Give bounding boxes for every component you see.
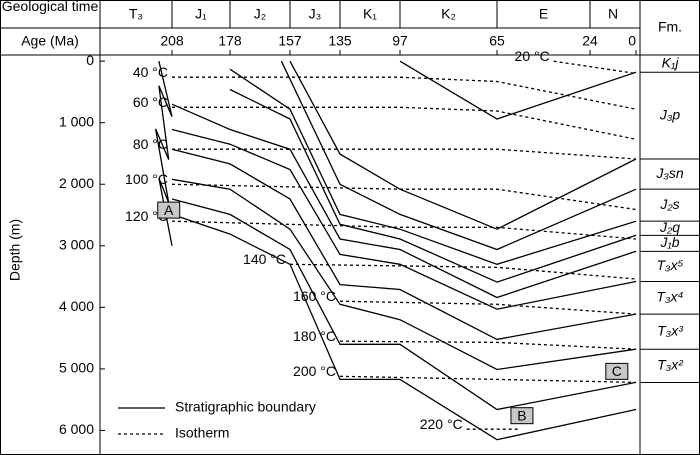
isotherm-line [553, 60, 637, 75]
boundary-line [171, 198, 637, 411]
boundary-line [171, 103, 637, 299]
period-label: J₂ [254, 6, 266, 22]
isotherm-label: 40 °C [133, 64, 168, 80]
y-tick-label: 5 000 [59, 360, 94, 376]
isotherm-line [172, 148, 637, 160]
isotherm-label: 100 °C [125, 171, 168, 187]
marker-box [605, 362, 629, 380]
boundary-line [399, 60, 637, 120]
isotherm-line [289, 263, 637, 280]
y-tick-label: 1 000 [59, 113, 94, 129]
isotherm-label: 160 °C [293, 288, 336, 304]
boundary-line [229, 68, 637, 265]
boundary-line [171, 213, 637, 441]
x-tick-label: 135 [328, 33, 352, 49]
y-tick-label: 6 000 [59, 421, 94, 437]
legend-label: Stratigraphic boundary [175, 399, 316, 415]
boundary-line [280, 60, 637, 251]
isotherm-line [172, 76, 637, 110]
x-tick-label: 24 [582, 33, 598, 49]
y-tick-label: 4 000 [59, 298, 94, 314]
y-tick-label: 0 [86, 52, 94, 68]
formation-label: T₃x⁴ [656, 289, 683, 305]
isotherm-label: 60 °C [133, 94, 168, 110]
formation-label: K₁j [662, 54, 680, 70]
period-label: K₂ [441, 6, 456, 22]
boundary-line [289, 60, 637, 230]
formation-label: J₃sn [655, 165, 684, 181]
isotherm-label: 140 °C [243, 251, 286, 267]
x-tick-label: 65 [489, 33, 505, 49]
x-tick-label: 178 [218, 33, 242, 49]
isotherm-line [172, 106, 637, 140]
period-label: J₁ [195, 6, 207, 22]
y-tick-label: 3 000 [59, 237, 94, 253]
formation-label: T₃x² [657, 357, 684, 373]
isotherm-label: 20 °C [515, 48, 550, 64]
marker-label: C [612, 363, 622, 379]
boundary-line [154, 61, 173, 246]
formation-label: J₂q [659, 219, 680, 235]
isotherm-label: 200 °C [293, 363, 336, 379]
period-label: K₁ [363, 6, 377, 22]
isotherm-line [339, 340, 637, 350]
isotherm-line [171, 183, 637, 211]
period-label: J₃ [309, 6, 322, 22]
y-tick-label: 2 000 [59, 175, 94, 191]
period-label: T₃ [129, 6, 143, 22]
fm-header: Fm. [658, 19, 682, 35]
marker-box [510, 407, 534, 425]
isotherm-label: 220 °C [420, 416, 463, 432]
marker-box [157, 201, 181, 219]
age-header: Age (Ma) [21, 33, 79, 49]
marker-label: B [517, 407, 526, 423]
formation-label: J₁b [659, 234, 679, 250]
formation-label: J₃p [659, 106, 681, 122]
x-tick-label: 157 [278, 33, 302, 49]
formation-label: J₂s [659, 196, 679, 212]
formation-label: T₃x⁵ [657, 257, 684, 273]
legend-label: Isotherm [175, 425, 229, 441]
period-label: N [608, 6, 618, 22]
boundary-line [171, 128, 637, 310]
isotherm-line [339, 300, 637, 315]
time-header: Geological time [1, 0, 99, 14]
period-label: E [539, 6, 548, 22]
boundary-line [171, 148, 637, 341]
isotherm-line [171, 220, 637, 240]
marker-label: A [164, 202, 174, 218]
isotherm-label: 80 °C [133, 136, 168, 152]
x-tick-label: 0 [628, 33, 636, 49]
x-tick-label: 208 [160, 33, 184, 49]
boundary-line [229, 88, 637, 283]
isotherm-line [339, 375, 637, 384]
y-axis-title: Depth (m) [7, 219, 23, 281]
boundary-line [171, 178, 637, 371]
isotherm-label: 180 °C [293, 328, 336, 344]
x-tick-label: 97 [392, 33, 408, 49]
formation-label: T₃x³ [657, 322, 683, 338]
